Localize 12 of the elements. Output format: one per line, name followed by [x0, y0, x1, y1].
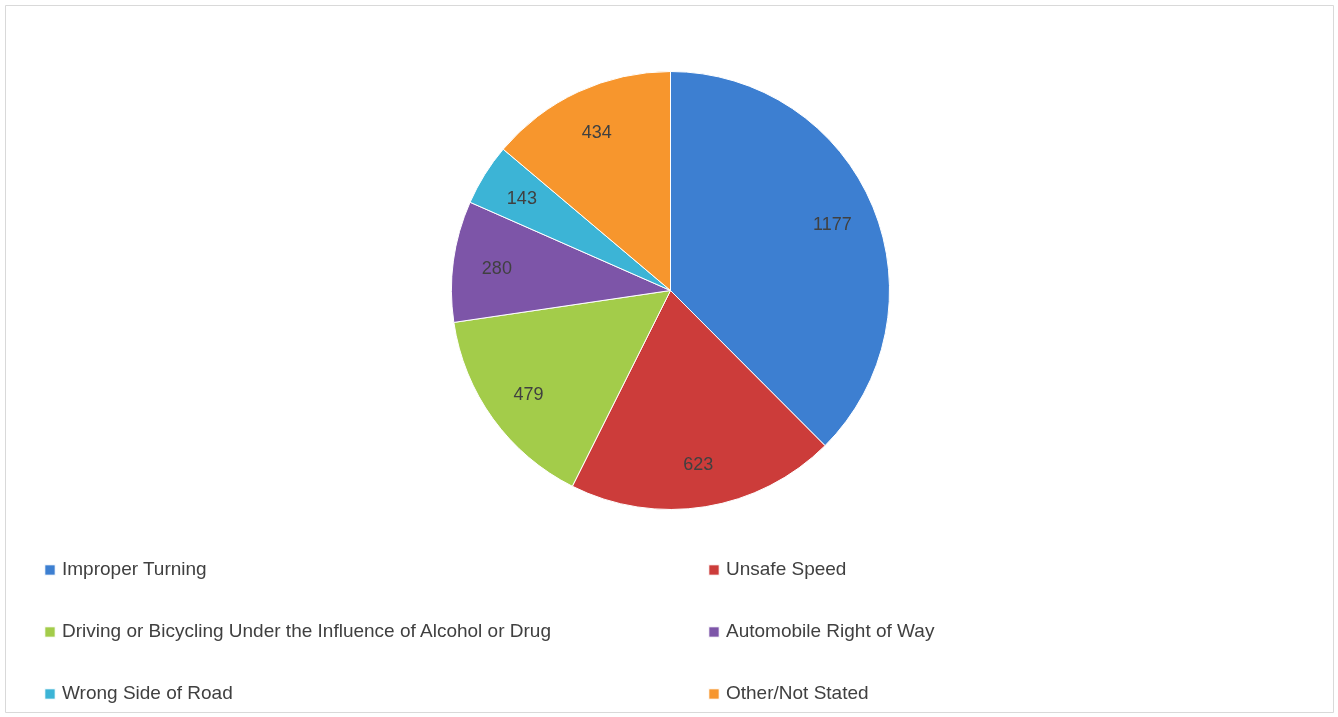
legend-label: Other/Not Stated [726, 682, 870, 704]
data-label: 1177 [813, 214, 852, 235]
legend-label: Driving or Bicycling Under the Influence of Alcohol or Drug [62, 620, 552, 642]
legend-label: Wrong Side of Road [62, 682, 234, 704]
legend-label: Improper Turning [62, 558, 208, 580]
legend-label: Unsafe Speed [726, 558, 848, 580]
data-label: 479 [513, 383, 544, 404]
data-label: 280 [481, 257, 512, 278]
data-label: 434 [581, 122, 612, 143]
legend-label: Automobile Right of Way [726, 620, 936, 642]
data-label: 143 [506, 188, 537, 209]
data-label: 623 [683, 453, 714, 474]
